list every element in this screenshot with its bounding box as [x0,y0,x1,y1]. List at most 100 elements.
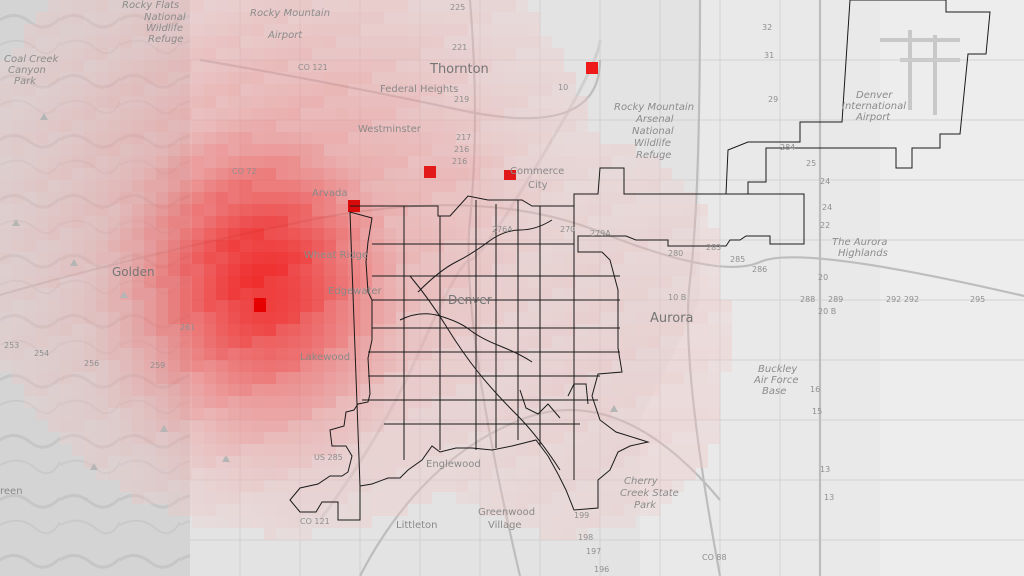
road-219: 219 [454,95,469,104]
heat-cell [468,384,480,396]
heat-cell [420,156,432,168]
heat-cell [24,276,36,288]
heat-cell [408,348,420,360]
heat-cell [528,504,540,516]
heat-cell [72,324,84,336]
heat-cell [480,480,492,492]
heat-cell [360,276,372,288]
heat-cell [648,456,660,468]
heat-cell [636,204,648,216]
heat-cell [48,336,60,348]
heat-cell [468,84,480,96]
heat-cell [384,120,396,132]
heat-cell [216,84,228,96]
heat-cell [120,240,132,252]
heat-cell [528,12,540,24]
heat-cell [144,240,156,252]
heat-cell [504,96,516,108]
heat-cell [156,468,168,480]
heat-cell [336,108,348,120]
heat-cell [108,192,120,204]
heat-cell [384,360,396,372]
heat-cell [480,108,492,120]
heat-cell [492,480,504,492]
heat-cell [12,336,24,348]
heat-cell [216,168,228,180]
heat-cell [480,36,492,48]
heat-cell [144,420,156,432]
heat-cell [60,60,72,72]
heat-cell [264,348,276,360]
heat-cell [540,240,552,252]
heat-cell [84,396,96,408]
heat-cell [228,252,240,264]
heat-cell [432,480,444,492]
heat-cell [108,336,120,348]
heat-cell [264,504,276,516]
heat-cell [48,408,60,420]
heat-cell [708,276,720,288]
heat-cell [696,216,708,228]
heat-cell [24,300,36,312]
heat-cell [168,276,180,288]
heat-cell [420,240,432,252]
heat-cell [312,132,324,144]
road-198: 198 [578,533,593,542]
heat-cell [504,84,516,96]
heat-cell [252,264,264,276]
heat-cell [144,60,156,72]
heat-cell [504,504,516,516]
heat-cell [540,96,552,108]
heat-cell [48,216,60,228]
heat-cell [180,468,192,480]
heat-cell [456,288,468,300]
heat-cell [48,132,60,144]
heat-cell [324,240,336,252]
heat-cell [576,204,588,216]
heat-cell [396,192,408,204]
heat-cell [240,108,252,120]
heat-cell [540,84,552,96]
heat-cell [108,84,120,96]
heat-cell [612,240,624,252]
label-airport-3: Airport [855,112,891,123]
heat-cell [96,24,108,36]
heat-cell [96,96,108,108]
heat-cell [228,24,240,36]
heat-cell [216,288,228,300]
heat-cell [504,300,516,312]
label-littleton: Littleton [396,520,438,531]
heat-cell [408,480,420,492]
heat-cell [120,36,132,48]
road-197: 197 [586,547,601,556]
heat-cell [336,180,348,192]
heat-cell [120,108,132,120]
heat-cell [204,372,216,384]
heat-cell [168,360,180,372]
heat-cell [396,468,408,480]
heat-cell [264,276,276,288]
heat-cell [192,240,204,252]
heat-cell [240,180,252,192]
heat-cell [36,348,48,360]
heat-cell [660,168,672,180]
heat-cell [24,60,36,72]
heat-cell [120,360,132,372]
heat-cell [492,396,504,408]
heat-cell [348,120,360,132]
heat-cell [252,444,264,456]
heat-cell [360,240,372,252]
heat-cell [408,204,420,216]
heat-cell [240,132,252,144]
heat-cell [432,144,444,156]
heat-cell [12,372,24,384]
heat-cell [60,24,72,36]
heat-cell [204,468,216,480]
heat-cell [48,96,60,108]
heat-cell [516,24,528,36]
heat-cell [696,324,708,336]
heat-cell [324,156,336,168]
heat-cell [120,120,132,132]
